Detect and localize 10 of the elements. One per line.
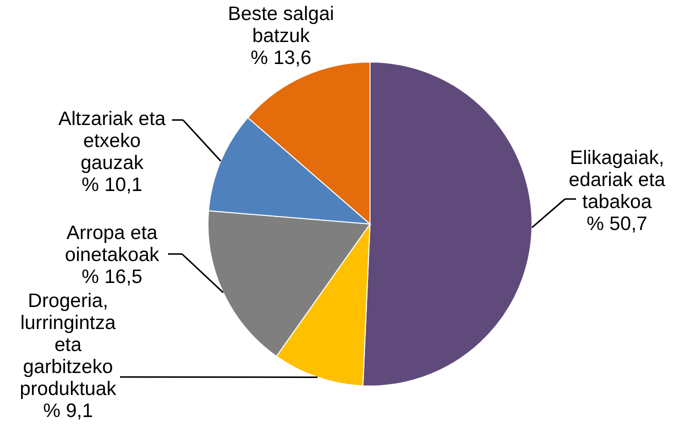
slice-label: Arropa eta oinetakoak	[64, 222, 160, 266]
slice-label: Beste salgai batzuk	[228, 2, 334, 47]
data-label: % 16,5	[82, 266, 143, 288]
slice-label: Drogeria, lurringintza eta garbitzeko produktuak	[20, 290, 116, 400]
data-label: % 13,6	[250, 46, 312, 69]
data-label: % 9,1	[43, 400, 93, 422]
slice-label: Elikagaiak, edariak eta tabakoa	[568, 146, 666, 213]
data-label: % 10,1	[82, 174, 142, 196]
slice-label: Altzariak eta etxeko gauzak	[58, 108, 166, 174]
data-label: % 50,7	[586, 212, 648, 235]
